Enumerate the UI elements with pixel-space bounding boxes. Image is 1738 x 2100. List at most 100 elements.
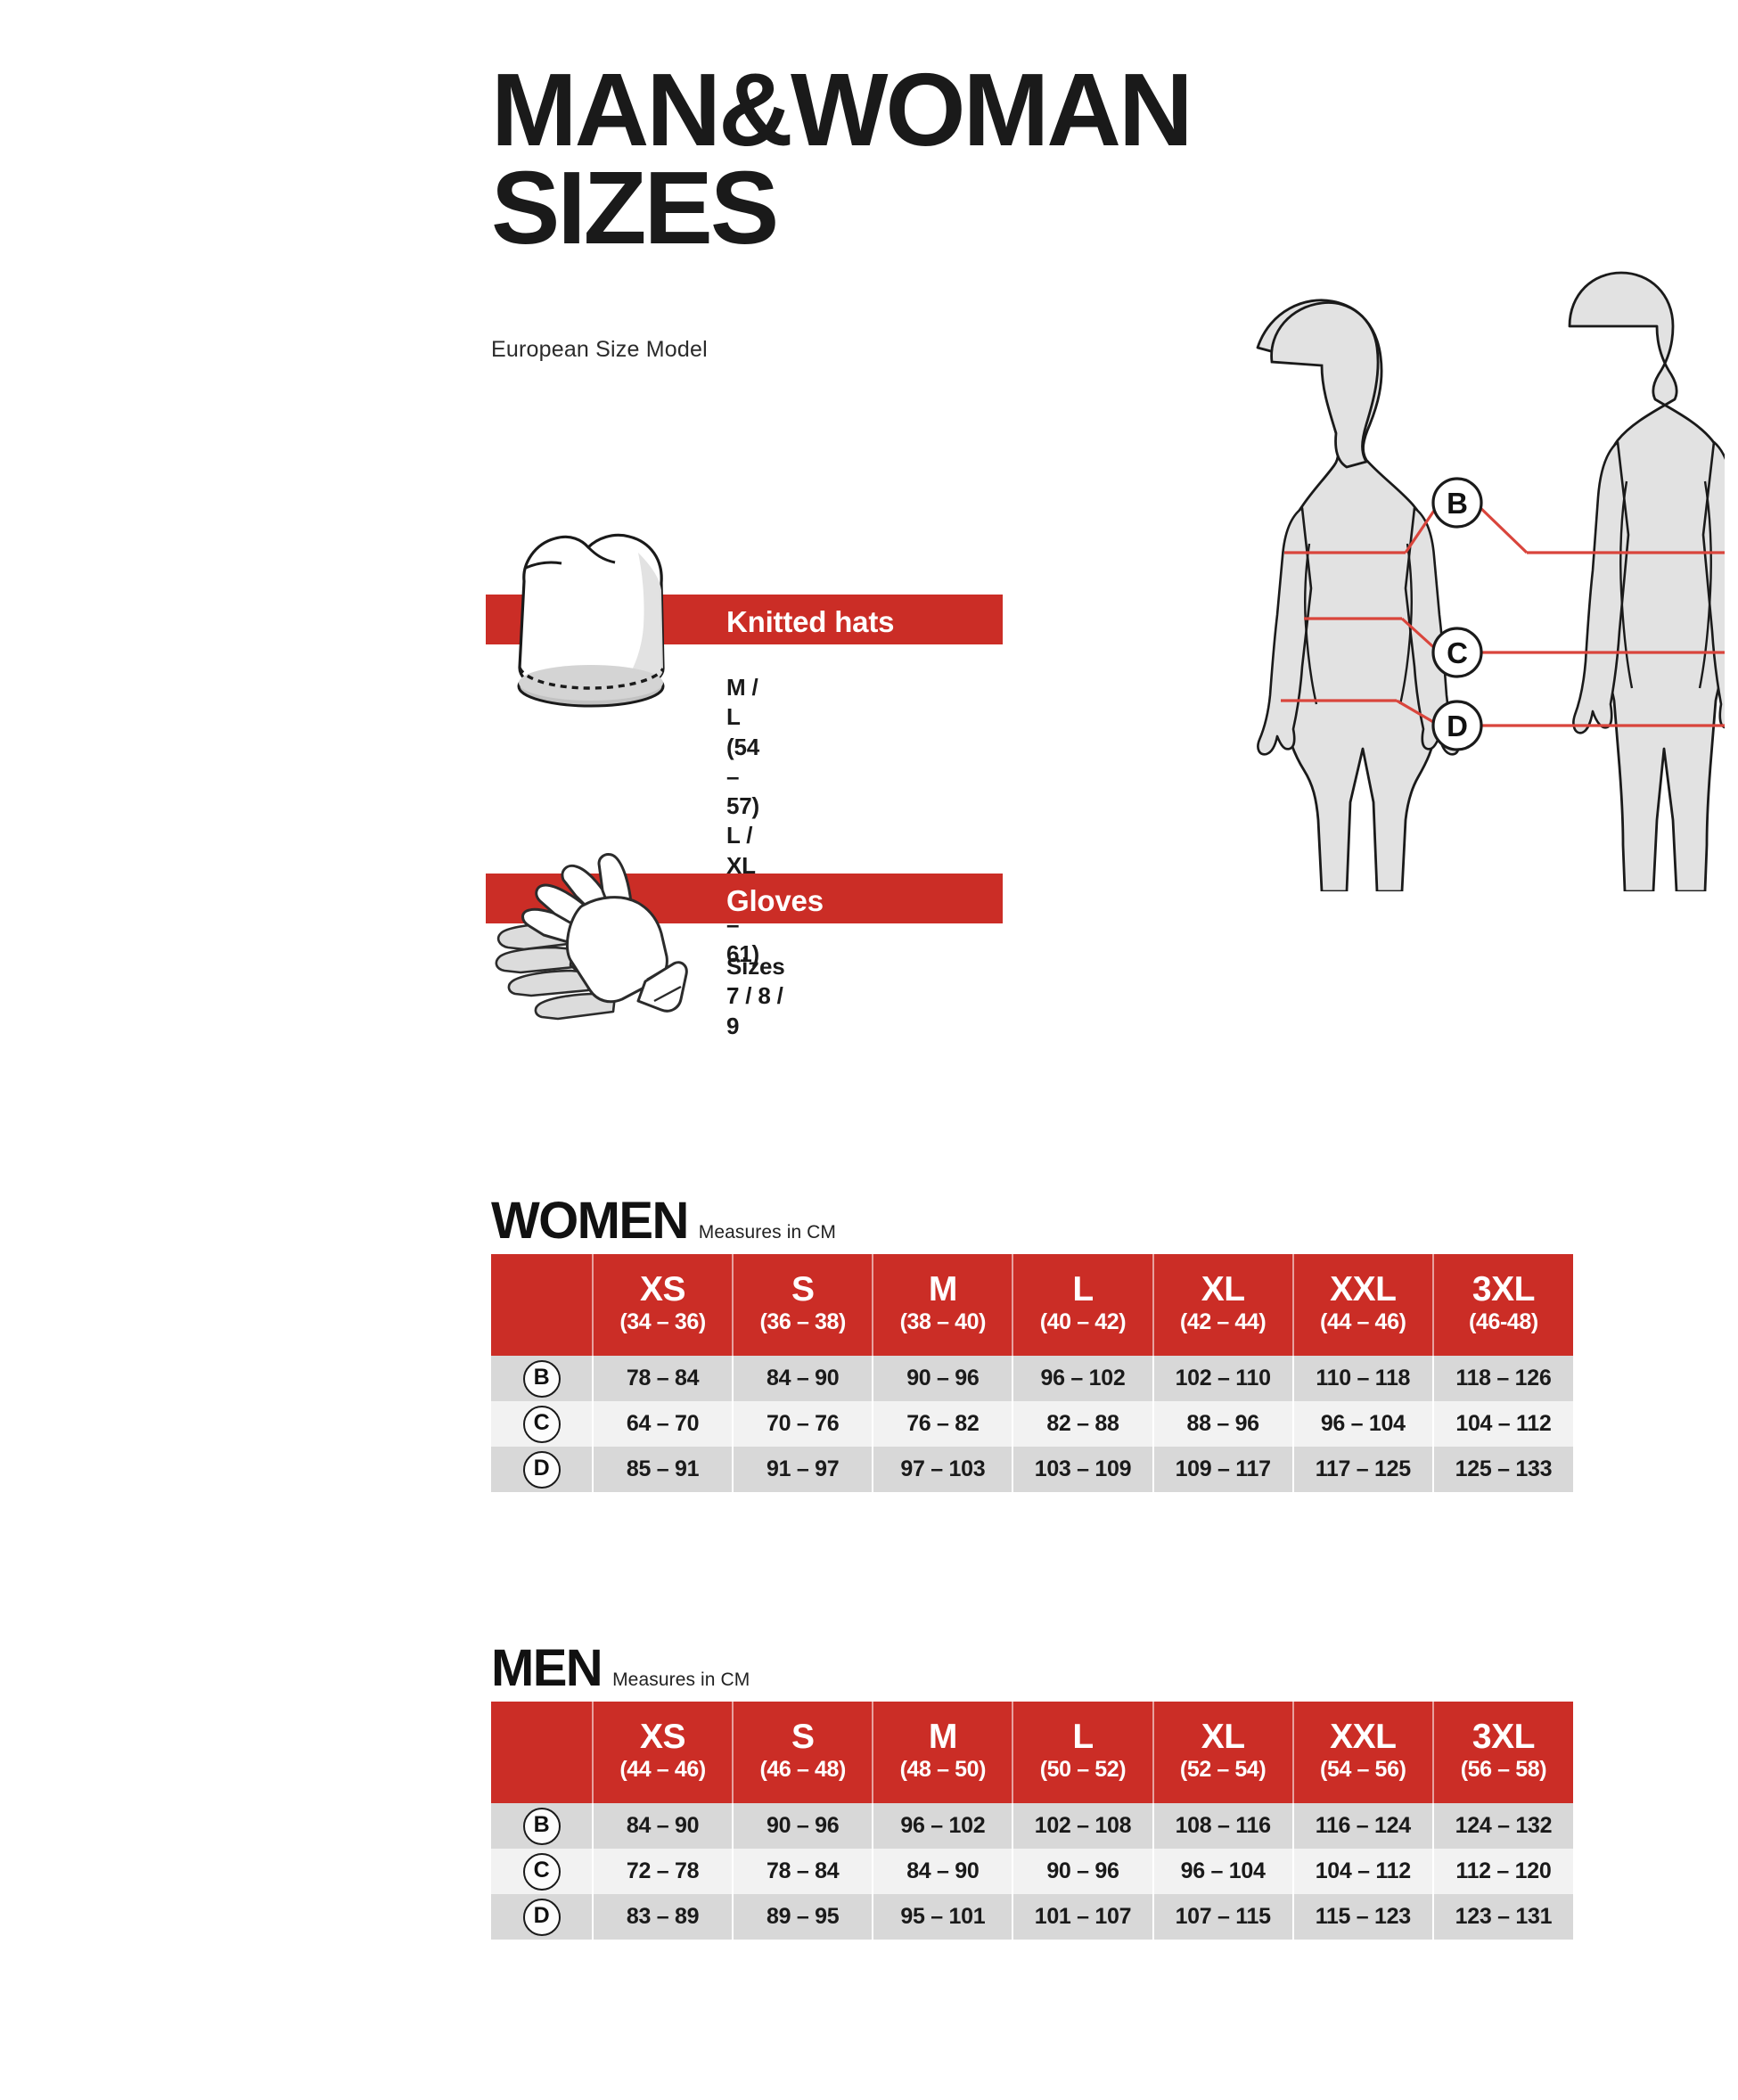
women-header-m: M (38 – 40) (873, 1254, 1014, 1356)
women-note: Measures in CM (698, 1222, 837, 1243)
silhouette-diagram: B C D (1256, 271, 1738, 893)
women-row-marker-b: B (491, 1356, 594, 1401)
measurement-lines (1281, 501, 1735, 727)
table-cell: 116 – 124 (1292, 1803, 1434, 1849)
table-row: B 84 – 90 90 – 96 96 – 102 102 – 108 108 – 11… (491, 1803, 1573, 1849)
man-silhouette (1568, 271, 1738, 893)
size-label: XXL (1330, 1717, 1397, 1756)
table-cell: 123 – 131 (1432, 1894, 1573, 1940)
size-label: L (1072, 1269, 1094, 1308)
table-cell: 96 – 102 (873, 1803, 1014, 1849)
table-cell: 109 – 117 (1152, 1447, 1294, 1492)
table-cell: 108 – 116 (1152, 1803, 1294, 1849)
women-header-s: S (36 – 38) (733, 1254, 874, 1356)
women-title: WOMEN (491, 1192, 689, 1250)
table-cell: 78 – 84 (593, 1356, 734, 1401)
size-label: L (1072, 1717, 1094, 1756)
size-range: (44 – 46) (1320, 1308, 1406, 1334)
table-row: B 78 – 84 84 – 90 90 – 96 96 – 102 102 – 110 1… (491, 1356, 1573, 1401)
table-cell: 96 – 104 (1152, 1849, 1294, 1894)
measurement-marker-icon: B (522, 1807, 561, 1845)
page-title: MAN&WOMAN SIZES (491, 52, 1193, 267)
knitted-hat-icon (517, 533, 665, 708)
table-cell: 104 – 112 (1292, 1849, 1434, 1894)
title-block: MAN&WOMAN SIZES (491, 52, 1472, 267)
page-subtitle: European Size Model (491, 337, 708, 362)
men-table-header-row: XS (44 – 46) S (46 – 48) M (48 – 50) L (50 – 52… (491, 1702, 1573, 1803)
measurement-marker-icon: B (522, 1359, 561, 1398)
table-row: D 85 – 91 91 – 97 97 – 103 103 – 109 109 – 11… (491, 1447, 1573, 1492)
women-header-l: L (40 – 42) (1012, 1254, 1154, 1356)
section-heading-men: MEN Measures in CM (491, 1638, 750, 1698)
women-header-xl: XL (42 – 44) (1152, 1254, 1294, 1356)
marker-c: C (1431, 627, 1483, 678)
size-range: (40 – 42) (1039, 1308, 1127, 1334)
men-header-3xl: 3XL (56 – 58) (1432, 1702, 1573, 1803)
table-cell: 88 – 96 (1152, 1401, 1294, 1447)
table-cell: 125 – 133 (1432, 1447, 1573, 1492)
women-header-xxl: XXL (44 – 46) (1292, 1254, 1434, 1356)
men-header-xxl: XXL (54 – 56) (1292, 1702, 1434, 1803)
table-cell: 110 – 118 (1292, 1356, 1434, 1401)
gloves-sizes: Sizes 7 / 8 / 9 (726, 953, 785, 1039)
measurement-marker-icon: D (522, 1450, 561, 1489)
men-header-xs: XS (44 – 46) (593, 1702, 734, 1803)
men-title: MEN (491, 1639, 603, 1697)
men-size-table: XS (44 – 46) S (46 – 48) M (48 – 50) L (50 – 52… (491, 1702, 1573, 1940)
table-cell: 97 – 103 (873, 1447, 1014, 1492)
table-cell: 90 – 96 (873, 1356, 1014, 1401)
men-header-s: S (46 – 48) (733, 1702, 874, 1803)
women-row-marker-c: C (491, 1401, 594, 1447)
size-label: XS (640, 1269, 686, 1308)
men-header-m: M (48 – 50) (873, 1702, 1014, 1803)
women-table-body: B 78 – 84 84 – 90 90 – 96 96 – 102 102 – 110 1… (491, 1356, 1573, 1492)
gloves-icon (495, 853, 688, 1021)
women-table-header-row: XS (34 – 36) S (36 – 38) M (38 – 40) L (40 – 42… (491, 1254, 1573, 1356)
size-label: XS (640, 1717, 686, 1756)
table-cell: 96 – 102 (1012, 1356, 1154, 1401)
table-cell: 102 – 110 (1152, 1356, 1294, 1401)
men-note: Measures in CM (612, 1669, 750, 1690)
size-range: (52 – 54) (1179, 1756, 1267, 1782)
table-cell: 76 – 82 (873, 1401, 1014, 1447)
marker-d: D (1431, 700, 1483, 751)
table-row: C 72 – 78 78 – 84 84 – 90 90 – 96 96 – 104 104… (491, 1849, 1573, 1894)
men-header-xl: XL (52 – 54) (1152, 1702, 1294, 1803)
size-range: (56 – 58) (1460, 1756, 1547, 1782)
table-cell: 118 – 126 (1432, 1356, 1573, 1401)
table-cell: 107 – 115 (1152, 1894, 1294, 1940)
woman-silhouette (1256, 299, 1460, 893)
men-header-l: L (50 – 52) (1012, 1702, 1154, 1803)
size-range: (38 – 40) (899, 1308, 987, 1334)
table-cell: 102 – 108 (1012, 1803, 1154, 1849)
women-row-marker-d: D (491, 1447, 594, 1492)
table-cell: 95 – 101 (873, 1894, 1014, 1940)
svg-text:B: B (1447, 487, 1468, 520)
women-header-corner (491, 1254, 594, 1356)
size-label: S (791, 1717, 815, 1756)
size-range: (44 – 46) (619, 1756, 706, 1782)
measurement-marker-icon: C (522, 1405, 561, 1443)
size-label: XXL (1330, 1269, 1397, 1308)
table-cell: 91 – 97 (733, 1447, 874, 1492)
men-header-corner (491, 1702, 594, 1803)
marker-b: B (1431, 477, 1483, 529)
svg-text:C: C (1447, 636, 1468, 669)
table-cell: 64 – 70 (593, 1401, 734, 1447)
table-cell: 112 – 120 (1432, 1849, 1573, 1894)
knitted-hats-label: Knitted hats (726, 605, 895, 638)
men-row-marker-b: B (491, 1803, 594, 1849)
measurement-marker-icon: D (522, 1898, 561, 1936)
men-table-body: B 84 – 90 90 – 96 96 – 102 102 – 108 108 – 11… (491, 1803, 1573, 1940)
men-row-marker-c: C (491, 1849, 594, 1894)
table-cell: 101 – 107 (1012, 1894, 1154, 1940)
size-range: (42 – 44) (1179, 1308, 1267, 1334)
size-range: (48 – 50) (899, 1756, 987, 1782)
women-size-table: XS (34 – 36) S (36 – 38) M (38 – 40) L (40 – 42… (491, 1254, 1573, 1492)
table-cell: 72 – 78 (593, 1849, 734, 1894)
table-cell: 85 – 91 (593, 1447, 734, 1492)
table-cell: 82 – 88 (1012, 1401, 1154, 1447)
women-header-3xl: 3XL (46-48) (1432, 1254, 1573, 1356)
table-cell: 84 – 90 (733, 1356, 874, 1401)
